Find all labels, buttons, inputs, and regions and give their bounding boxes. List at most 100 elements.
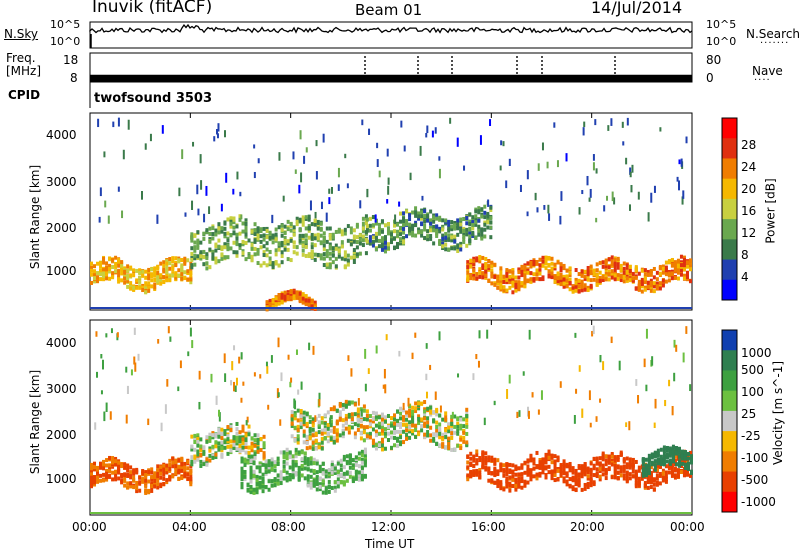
velocity-cell [229,444,233,449]
velocity-cell [402,402,405,410]
velocity-cell [367,368,370,374]
power-cell [500,140,503,146]
power-cell [547,255,551,260]
velocity-cell [282,464,286,469]
power-cell [190,265,194,270]
velocity-cell [553,478,557,483]
velocity-cell [475,470,479,475]
power-cell [235,253,239,258]
velocity-cell [604,476,608,481]
power-cell [508,277,512,282]
power-cell [196,242,200,247]
power-cell [462,240,466,245]
power-cell [292,293,296,298]
power-cell [208,206,211,215]
velocity-cell [259,374,262,379]
power-cell [402,219,406,224]
velocity-cell [432,432,436,437]
velocity-cell [235,427,239,432]
velocity-cell [101,359,104,370]
velocity-cell [290,377,293,383]
power-cell [220,229,224,234]
velocity-cell [634,475,638,480]
power-cell [490,260,494,265]
power-cell [371,235,375,240]
velocity-cell [493,470,497,475]
power-cell [355,235,359,240]
power-cell [383,235,387,240]
velocity-cell [357,451,361,456]
power-cell [292,290,296,295]
velocity-cell [256,433,260,438]
velocity-cell [252,473,256,478]
velocity-cell [105,463,109,468]
velocity-y-tick-3000: 3000 [46,382,77,396]
velocity-cell [680,461,684,466]
velocity-cell [191,340,194,349]
power-cell [256,229,260,234]
velocity-cell [217,441,221,446]
velocity-cell [315,482,319,487]
power-cell [334,243,338,248]
velocity-cell [311,433,315,438]
power-cell [343,257,347,262]
power-cell [685,277,689,282]
velocity-cb-tick-neg500: -500 [741,473,769,487]
velocity-cell [327,472,331,477]
velocity-cell [583,466,587,471]
velocity-cell [220,427,224,432]
power-cell [586,265,590,270]
power-cell [562,274,566,279]
velocity-cell [429,410,433,415]
velocity-cell [240,397,243,403]
velocity-cell [314,438,318,443]
power-cb-tick-12: 12 [741,226,757,240]
power-cell [200,180,203,190]
power-cell [105,261,109,266]
velocity-cell [371,438,375,443]
velocity-cell [220,436,224,441]
velocity-cell [123,483,127,488]
power-cell [659,127,662,132]
velocity-cell [425,373,428,381]
power-cell [547,204,550,214]
velocity-cell [599,398,602,403]
power-cell [352,259,356,264]
power-cell [586,272,590,277]
power-cell [239,191,242,197]
velocity-cell [656,458,660,463]
power-cell [520,264,524,269]
velocity-cell [338,433,342,438]
power-cell [517,284,521,289]
power-cell [414,233,418,238]
velocity-cell [505,476,509,481]
power-cell [661,283,665,288]
power-cell [90,265,93,270]
velocity-cell [356,414,360,419]
power-cell [208,226,212,231]
velocity-cell [505,481,509,486]
power-cell [389,235,393,240]
velocity-cell [490,455,494,460]
power-cell [652,284,656,289]
velocity-cell [444,445,448,450]
power-cell [649,283,653,288]
velocity-cell [187,351,190,357]
power-cell [147,288,151,293]
power-cell [199,154,202,164]
power-cell [477,224,481,229]
velocity-cell [574,488,578,493]
power-cell [202,262,206,267]
velocity-cell [383,446,387,451]
velocity-cb-tick-100: 100 [741,385,764,399]
power-cell [274,296,278,301]
velocity-cell [123,463,127,468]
velocity-cell [362,425,366,430]
velocity-cell [423,416,427,421]
velocity-cell [252,487,256,492]
power-cell [365,217,369,222]
power-cell [541,255,545,260]
velocity-colorbar-swatch [722,471,737,493]
velocity-cell [438,331,441,341]
velocity-cell [306,483,310,488]
